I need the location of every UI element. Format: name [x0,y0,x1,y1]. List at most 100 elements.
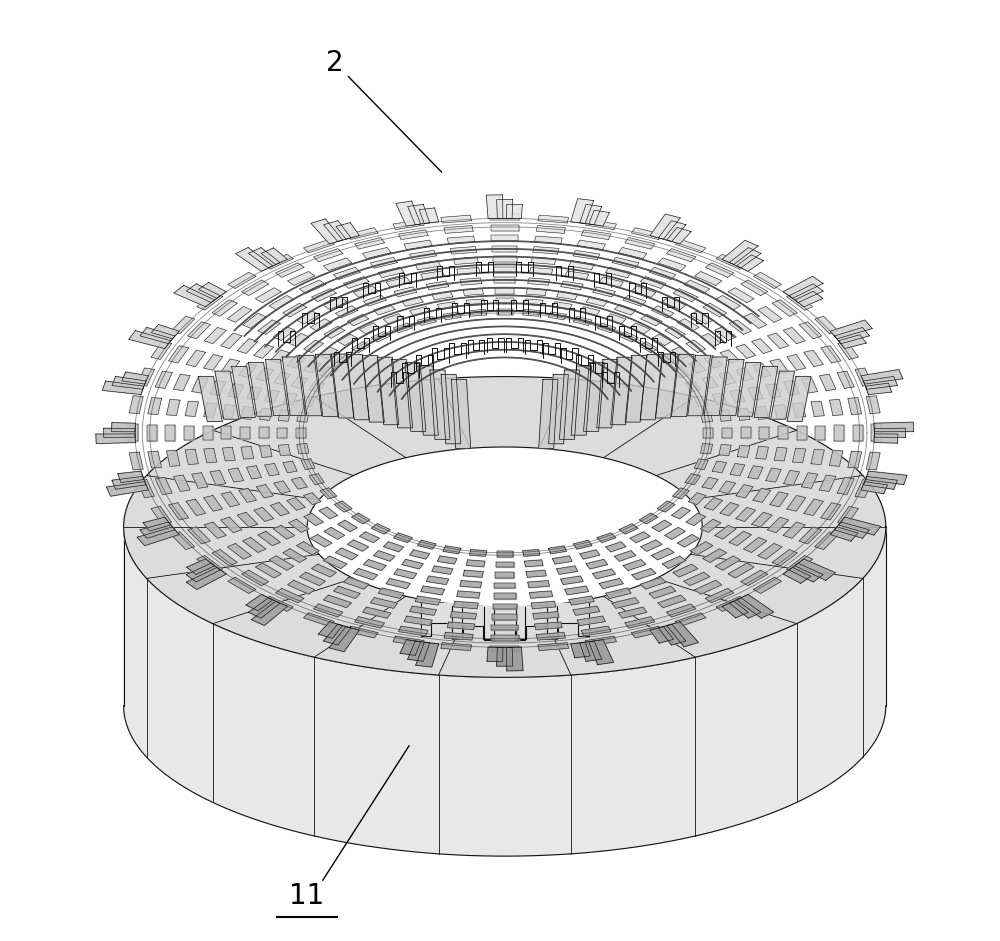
Polygon shape [536,632,565,640]
Polygon shape [657,501,675,512]
Polygon shape [437,302,457,310]
Polygon shape [320,487,337,499]
Polygon shape [444,226,473,233]
Polygon shape [730,464,745,476]
Polygon shape [799,527,822,544]
Polygon shape [463,288,483,295]
Polygon shape [656,354,678,418]
Polygon shape [386,579,410,589]
Polygon shape [720,502,739,516]
Polygon shape [703,549,727,563]
Polygon shape [210,380,226,395]
Polygon shape [452,606,494,639]
Polygon shape [774,447,787,461]
Polygon shape [343,578,369,589]
Polygon shape [185,401,198,417]
Polygon shape [188,322,210,339]
Polygon shape [410,606,436,615]
Polygon shape [222,447,235,461]
Polygon shape [491,235,518,241]
Polygon shape [169,502,189,520]
Polygon shape [516,606,557,639]
Polygon shape [606,267,631,278]
Polygon shape [700,519,721,533]
Polygon shape [571,199,594,224]
Polygon shape [665,327,685,339]
Polygon shape [256,368,273,381]
Polygon shape [254,344,274,359]
Polygon shape [102,381,144,394]
Polygon shape [625,237,655,249]
Polygon shape [539,379,558,449]
Polygon shape [866,383,892,394]
Polygon shape [258,532,280,546]
Polygon shape [221,359,240,374]
Polygon shape [753,363,771,377]
Polygon shape [795,291,823,307]
Polygon shape [283,393,297,405]
Polygon shape [752,512,772,527]
Polygon shape [173,475,190,491]
Polygon shape [652,548,674,560]
Polygon shape [702,477,718,489]
Polygon shape [722,601,748,618]
Polygon shape [393,636,424,646]
Polygon shape [129,330,171,348]
Polygon shape [246,387,261,400]
Polygon shape [675,613,706,627]
Polygon shape [585,219,616,230]
Polygon shape [394,569,417,579]
Polygon shape [612,598,639,609]
Polygon shape [639,342,658,353]
Polygon shape [811,401,824,417]
Polygon shape [536,226,565,233]
Polygon shape [705,263,734,278]
Polygon shape [819,375,836,391]
Polygon shape [199,282,226,298]
Polygon shape [137,527,179,546]
Polygon shape [171,316,195,334]
Polygon shape [310,534,332,547]
Polygon shape [359,532,379,543]
Polygon shape [421,271,445,279]
Polygon shape [155,371,172,389]
Polygon shape [355,237,385,249]
Polygon shape [259,427,269,439]
Polygon shape [151,506,172,524]
Polygon shape [297,311,319,324]
Polygon shape [221,518,242,533]
Polygon shape [336,223,359,239]
Polygon shape [552,556,572,564]
Polygon shape [396,201,421,226]
Polygon shape [107,482,148,496]
Polygon shape [684,280,710,294]
Polygon shape [819,475,836,491]
Text: 11: 11 [289,882,325,910]
Polygon shape [618,607,647,618]
Polygon shape [688,361,706,373]
Polygon shape [584,362,604,431]
Polygon shape [490,215,519,220]
Polygon shape [288,272,315,285]
Polygon shape [363,295,386,306]
Polygon shape [408,641,430,662]
Polygon shape [778,426,788,439]
Polygon shape [363,247,391,259]
Polygon shape [96,434,135,443]
Polygon shape [240,427,250,439]
Polygon shape [460,278,482,285]
Polygon shape [165,425,175,440]
Polygon shape [673,487,689,499]
Polygon shape [531,601,556,609]
Polygon shape [447,236,475,244]
Polygon shape [685,473,701,485]
Polygon shape [630,323,650,334]
Polygon shape [593,569,616,579]
Polygon shape [129,396,143,414]
Polygon shape [347,355,369,420]
Polygon shape [451,379,471,449]
Polygon shape [496,562,514,567]
Polygon shape [688,356,711,416]
Polygon shape [523,310,540,316]
Polygon shape [329,627,359,652]
